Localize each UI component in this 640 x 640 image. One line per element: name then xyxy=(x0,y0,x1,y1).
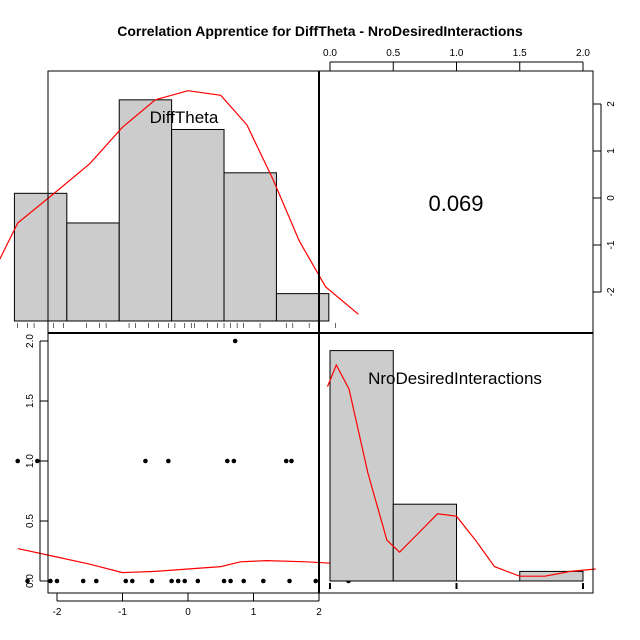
tick-label: 1.0 xyxy=(25,454,36,468)
scatter-point xyxy=(35,458,40,464)
scatter-point xyxy=(231,458,237,464)
histogram-bar xyxy=(171,128,225,322)
scatter-point xyxy=(313,578,319,584)
scatter-point xyxy=(143,458,148,464)
scatter-point xyxy=(261,578,266,584)
tick-label: 0.5 xyxy=(25,514,36,528)
scatter-point xyxy=(130,578,135,584)
tick-label: -2 xyxy=(606,287,617,296)
density-curve xyxy=(0,90,359,315)
tick-label: 1.0 xyxy=(450,48,464,59)
scatter-point xyxy=(54,578,60,584)
tick-label: 1.5 xyxy=(513,48,527,59)
tick-label: 2.0 xyxy=(25,334,36,348)
tick-label: 2 xyxy=(606,101,617,107)
histogram-bar xyxy=(223,172,277,322)
panel-histogram-difftheta xyxy=(0,90,359,328)
panel-histogram-nrodesired xyxy=(326,350,596,589)
histogram-bar xyxy=(118,99,173,322)
panel-scatter xyxy=(15,338,351,584)
chart-title: Correlation Apprentice for DiffTheta - N… xyxy=(117,23,523,39)
scatter-point xyxy=(149,578,155,584)
histogram-bar xyxy=(66,222,120,322)
scatter-point xyxy=(221,578,227,584)
panel-frames xyxy=(47,70,594,594)
scatter-point xyxy=(15,458,20,464)
scatter-point xyxy=(80,578,86,584)
scatter-point xyxy=(283,458,289,464)
tick-label: 1 xyxy=(606,148,617,154)
histogram-bar xyxy=(392,503,457,582)
scatter-point xyxy=(48,578,53,584)
histogram-bar xyxy=(329,350,394,582)
density-curve xyxy=(326,363,596,577)
label-difftheta: DiffTheta xyxy=(150,108,219,127)
scatter-point xyxy=(123,578,129,584)
scatter-point xyxy=(25,578,30,584)
scatter-point xyxy=(94,578,99,584)
tick-label: -2 xyxy=(53,607,62,618)
tick-label: 1.5 xyxy=(25,394,36,408)
scatter-point xyxy=(195,578,201,584)
scatter-point xyxy=(287,578,292,584)
axis-left: 0.0 0.5 1.0 1.5 2.0 xyxy=(25,334,48,588)
scatter-point xyxy=(232,338,238,344)
tick-label: 0 xyxy=(185,607,191,618)
correlation-value: 0.069 xyxy=(428,191,483,216)
tick-label: 0.0 xyxy=(323,48,337,59)
axis-top: 0.0 0.5 1.0 1.5 2.0 xyxy=(323,48,590,71)
tick-label: -1 xyxy=(118,607,127,618)
scatter-point xyxy=(175,578,181,584)
loess-line xyxy=(17,548,349,574)
axis-right: 2 1 0 -1 -2 xyxy=(593,101,617,296)
tick-label: 2 xyxy=(316,607,322,618)
tick-label: -1 xyxy=(606,240,617,249)
scatter-point xyxy=(289,458,294,464)
scatter-point xyxy=(166,458,171,464)
tick-label: 0.0 xyxy=(25,574,36,588)
tick-label: 0.5 xyxy=(386,48,400,59)
histogram-bar xyxy=(275,293,330,322)
scatter-point xyxy=(241,578,246,584)
tick-label: 1 xyxy=(251,607,257,618)
scatter-point xyxy=(169,578,174,584)
tick-label: 0 xyxy=(606,195,617,201)
label-nrodesired: NroDesiredInteractions xyxy=(368,369,542,388)
histogram-bar xyxy=(13,192,68,322)
axis-bottom: -2 -1 0 1 2 xyxy=(53,593,322,618)
scatter-point xyxy=(182,578,188,584)
scatter-point xyxy=(225,458,230,464)
panel-frame xyxy=(47,332,320,594)
scatter-point xyxy=(228,578,233,584)
tick-label: 2.0 xyxy=(576,48,590,59)
